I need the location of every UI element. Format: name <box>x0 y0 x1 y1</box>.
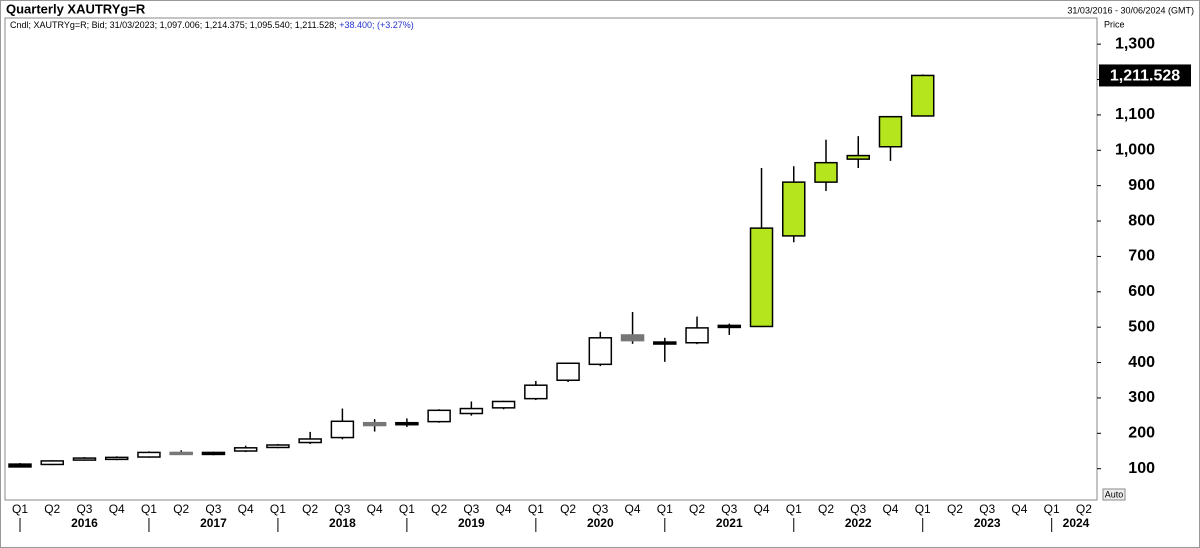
candle-body <box>459 407 484 415</box>
x-tick-label: Q1 <box>141 502 157 516</box>
candle-body <box>846 154 870 160</box>
y-tick-label: 1,100 <box>1115 106 1155 123</box>
x-tick-label: Q1 <box>1044 502 1060 516</box>
x-tick-label: Q1 <box>528 502 544 516</box>
last-price-box <box>1099 64 1191 87</box>
candle-body <box>362 421 387 427</box>
x-tick-label: Q4 <box>882 502 898 516</box>
info-line: Cndl; XAUTRYg=R; Bid; 31/03/2023; 1,097.… <box>10 20 414 30</box>
x-tick-label: Q2 <box>431 502 447 516</box>
candle-body <box>620 334 645 342</box>
candle-body <box>588 337 613 366</box>
candle-body <box>878 115 903 148</box>
y-tick-label: 100 <box>1128 460 1155 477</box>
x-tick-label: Q3 <box>979 502 995 516</box>
y-tick-label: 1,000 <box>1115 142 1155 159</box>
y-tick-label: 600 <box>1128 283 1155 300</box>
y-tick-label: 700 <box>1128 248 1155 265</box>
x-tick-label: Q4 <box>754 502 770 516</box>
year-label: 2017 <box>200 516 227 530</box>
x-tick-label: Q4 <box>367 502 383 516</box>
x-tick-label: Q1 <box>915 502 931 516</box>
x-tick-label: Q3 <box>850 502 866 516</box>
x-tick-label: Q1 <box>399 502 415 516</box>
y-tick-label: 200 <box>1128 425 1155 442</box>
x-tick-label: Q2 <box>44 502 60 516</box>
x-tick-label: Q3 <box>205 502 221 516</box>
candle-body <box>395 421 419 426</box>
candle-body <box>749 227 774 328</box>
plot-frame <box>4 17 1098 501</box>
x-tick-label: Q4 <box>625 502 641 516</box>
candle-body <box>556 362 580 382</box>
candle-body <box>717 324 742 329</box>
candle-body <box>169 451 193 456</box>
change: +38.400; (+3.27%) <box>339 20 414 30</box>
last-price-label: 1,211.528 <box>1110 68 1180 85</box>
chart-title: Quarterly XAUTRYg=R <box>6 1 146 16</box>
candle-body <box>8 463 32 468</box>
candle-body <box>298 438 322 444</box>
year-label: 2020 <box>587 516 614 530</box>
x-tick-label: Q3 <box>721 502 737 516</box>
year-label: 2023 <box>974 516 1001 530</box>
year-label: 2022 <box>845 516 872 530</box>
axis-label: Price <box>1104 19 1125 29</box>
y-tick-label: 300 <box>1128 389 1155 406</box>
candle-body <box>653 341 677 345</box>
candle-body <box>427 409 451 423</box>
x-tick-label: Q2 <box>560 502 576 516</box>
candle-body <box>910 74 935 117</box>
candle-body <box>72 457 97 461</box>
x-tick-label: Q2 <box>1076 502 1092 516</box>
info: Cndl; XAUTRYg=R; Bid; 31/03/2023; 1,097.… <box>10 20 337 30</box>
x-tick-label: Q2 <box>818 502 834 516</box>
x-tick-label: Q2 <box>689 502 705 516</box>
y-tick-label: 500 <box>1128 318 1155 335</box>
year-label: 2024 <box>1063 516 1090 530</box>
year-label: 2021 <box>716 516 743 530</box>
date-range: 31/03/2016 - 30/06/2024 (GMT) <box>1067 5 1194 15</box>
x-tick-label: Q1 <box>657 502 673 516</box>
x-tick-label: Q3 <box>463 502 479 516</box>
candle-body <box>266 444 290 449</box>
candle-body <box>40 460 64 466</box>
x-tick-label: Q2 <box>302 502 318 516</box>
y-tick-label: 800 <box>1128 212 1155 229</box>
x-tick-label: Q4 <box>496 502 512 516</box>
x-tick-label: Q4 <box>109 502 125 516</box>
x-tick-label: Q1 <box>786 502 802 516</box>
candle-body <box>330 420 355 439</box>
candle-body <box>137 451 161 458</box>
x-tick-label: Q3 <box>592 502 608 516</box>
y-tick-label: 900 <box>1128 177 1155 194</box>
year-label: 2019 <box>458 516 485 530</box>
year-label: 2016 <box>71 516 98 530</box>
x-tick-label: Q1 <box>12 502 28 516</box>
candle-body <box>104 456 129 461</box>
x-tick-label: Q1 <box>270 502 286 516</box>
auto-button[interactable] <box>1102 488 1126 501</box>
candle-body <box>814 161 838 183</box>
x-tick-label: Q2 <box>173 502 189 516</box>
x-tick-label: Q3 <box>76 502 92 516</box>
auto-button-label[interactable]: Auto <box>1105 489 1124 499</box>
candle-body <box>782 181 806 237</box>
year-label: 2018 <box>329 516 356 530</box>
x-tick-label: Q2 <box>947 502 963 516</box>
candle-body <box>685 327 709 344</box>
candle-body <box>524 384 548 400</box>
y-tick-label: 1,300 <box>1115 35 1155 52</box>
candle-body <box>491 400 516 409</box>
candle-body <box>233 447 258 452</box>
x-tick-label: Q3 <box>334 502 350 516</box>
x-tick-label: Q4 <box>1011 502 1027 516</box>
candle-body <box>201 451 226 456</box>
y-tick-label: 400 <box>1128 354 1155 371</box>
x-tick-label: Q4 <box>238 502 254 516</box>
